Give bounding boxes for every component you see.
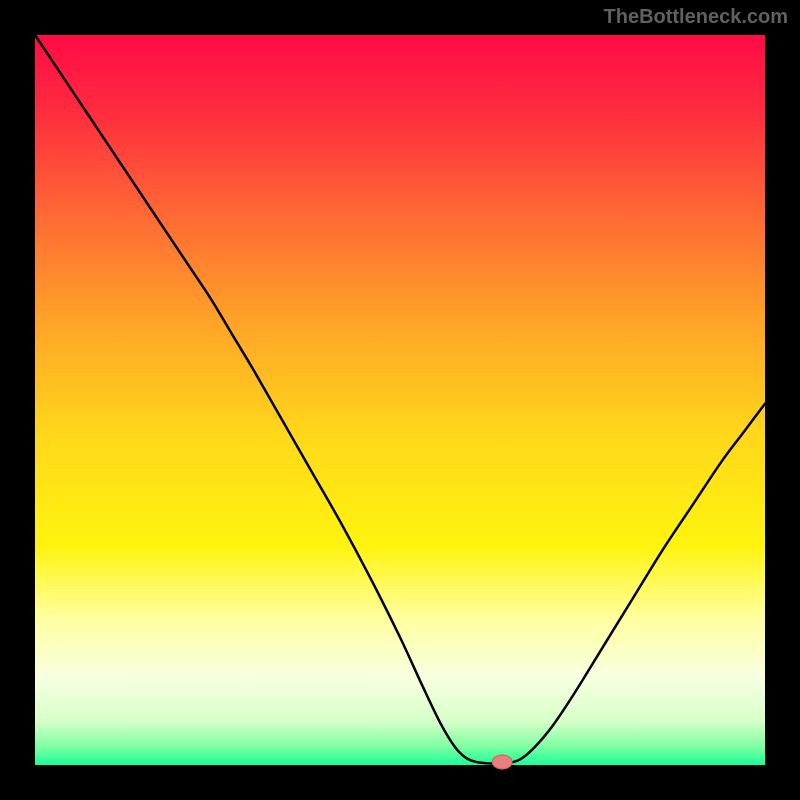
chart-svg xyxy=(0,0,800,800)
chart-gradient-background xyxy=(35,35,765,765)
watermark-text: TheBottleneck.com xyxy=(604,6,788,29)
optimal-marker xyxy=(492,755,512,769)
